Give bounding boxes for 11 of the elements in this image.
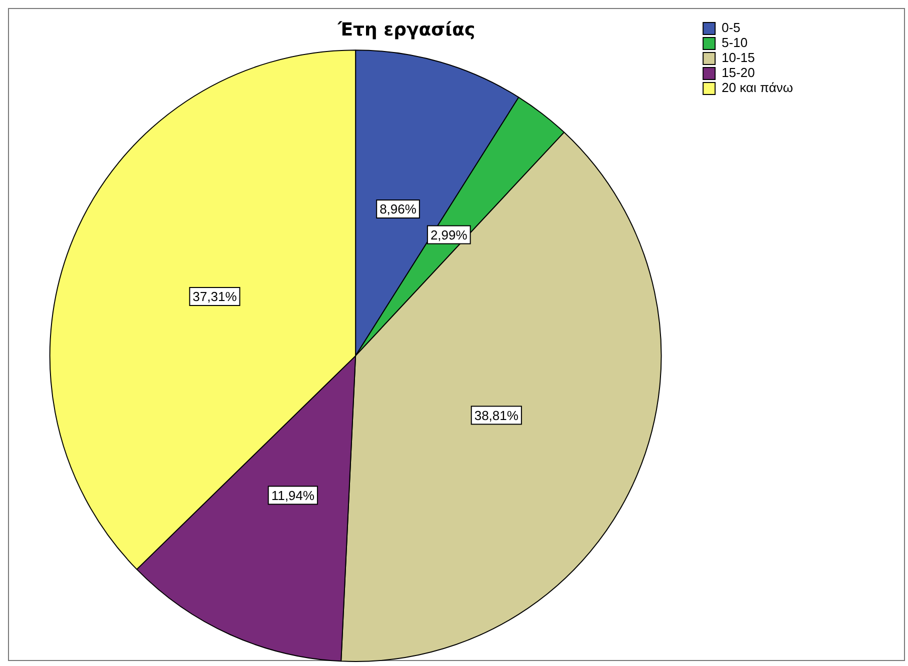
data-label: 11,94% bbox=[271, 488, 315, 503]
legend-label: 5-10 bbox=[722, 35, 748, 50]
legend-label: 10-15 bbox=[722, 50, 755, 66]
data-label: 37,31% bbox=[192, 289, 238, 304]
legend-label: 20 και πάνω bbox=[722, 80, 794, 96]
data-label: 8,96% bbox=[380, 202, 417, 217]
legend-label: 15-20 bbox=[722, 65, 755, 80]
data-label: 2,99% bbox=[430, 227, 468, 242]
legend-label: 0-5 bbox=[722, 20, 740, 36]
chart-title: Έτη εργασίας bbox=[336, 19, 476, 40]
data-label: 38,81% bbox=[474, 408, 519, 423]
